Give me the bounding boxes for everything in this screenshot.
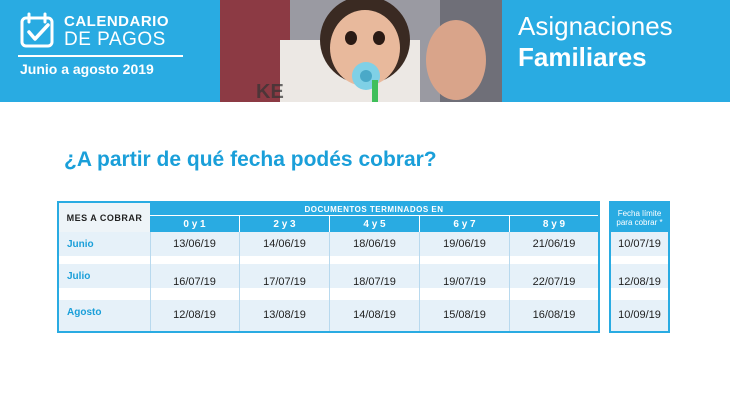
logo-subtitle: DE PAGOS (64, 29, 166, 50)
table-row (59, 300, 598, 331)
page-question: ¿A partir de qué fecha podés cobrar? (64, 148, 437, 171)
row-spacer (59, 256, 598, 264)
deadline-date: 12/08/19 (618, 276, 661, 288)
column-header: 6 y 7 (420, 216, 509, 232)
deadline-header-line2: para cobrar * (616, 217, 663, 227)
payment-date: 14/08/19 (353, 309, 396, 321)
logo-period: Junio a agosto 2019 (20, 61, 154, 77)
payment-date: 13/08/19 (263, 309, 306, 321)
payment-date: 18/07/19 (353, 276, 396, 288)
calendar-check-icon (20, 12, 54, 48)
table-row (611, 264, 668, 288)
column-header: 2 y 3 (240, 216, 329, 232)
brand-title: Asignaciones (518, 11, 673, 41)
table-row (59, 264, 598, 288)
calendar-logo: CALENDARIO DE PAGOS Junio a agosto 2019 (14, 9, 214, 89)
payment-date: 19/07/19 (443, 276, 486, 288)
brand-subtitle: Familiares (518, 42, 647, 72)
table-row (611, 232, 668, 256)
payment-date: 18/06/19 (353, 238, 396, 250)
column-header: 0 y 1 (150, 216, 239, 232)
payment-date: 21/06/19 (532, 238, 576, 250)
month-label: Julio (67, 270, 91, 282)
table-row (59, 232, 598, 256)
month-label: Junio (67, 238, 94, 250)
payment-date: 12/08/19 (173, 309, 216, 321)
header-banner: CALENDARIO DE PAGOS Junio a agosto 2019 … (0, 0, 730, 102)
column-divider (329, 232, 330, 331)
deadline-table: Fecha límite para cobrar * 10/07/19 12/0… (609, 201, 670, 333)
payment-date: 17/07/19 (263, 276, 306, 288)
deadline-date: 10/09/19 (618, 309, 661, 321)
payment-date: 16/08/19 (532, 309, 576, 321)
column-header: 4 y 5 (330, 216, 419, 232)
payment-date: 22/07/19 (532, 276, 576, 288)
logo-title: CALENDARIO (64, 13, 169, 30)
column-header: 8 y 9 (510, 216, 598, 232)
deadline-header: Fecha límite para cobrar * (611, 203, 668, 232)
table-row (611, 300, 668, 331)
baby-photo-image: KE (220, 0, 502, 102)
column-divider (150, 232, 151, 331)
month-column-header: MES A COBRAR (59, 203, 150, 232)
month-label: Agosto (67, 306, 102, 318)
column-divider (509, 232, 510, 331)
payment-date: 15/08/19 (443, 309, 486, 321)
column-divider (419, 232, 420, 331)
baby-photo: KE (220, 0, 502, 102)
program-brand: Asignaciones Familiares (518, 10, 673, 72)
deadline-date: 10/07/19 (618, 238, 661, 250)
payment-date: 16/07/19 (173, 276, 216, 288)
documents-group-header: DOCUMENTOS TERMINADOS EN (150, 203, 598, 215)
payment-date: 13/06/19 (173, 238, 216, 250)
row-spacer (59, 288, 598, 300)
payment-schedule-table: MES A COBRAR DOCUMENTOS TERMINADOS EN 0 … (57, 201, 600, 333)
payment-date: 14/06/19 (263, 238, 306, 250)
logo-divider (18, 55, 183, 57)
svg-text:KE: KE (256, 81, 284, 102)
column-divider (239, 232, 240, 331)
deadline-header-line1: Fecha límite (617, 208, 662, 218)
payment-date: 19/06/19 (443, 238, 486, 250)
